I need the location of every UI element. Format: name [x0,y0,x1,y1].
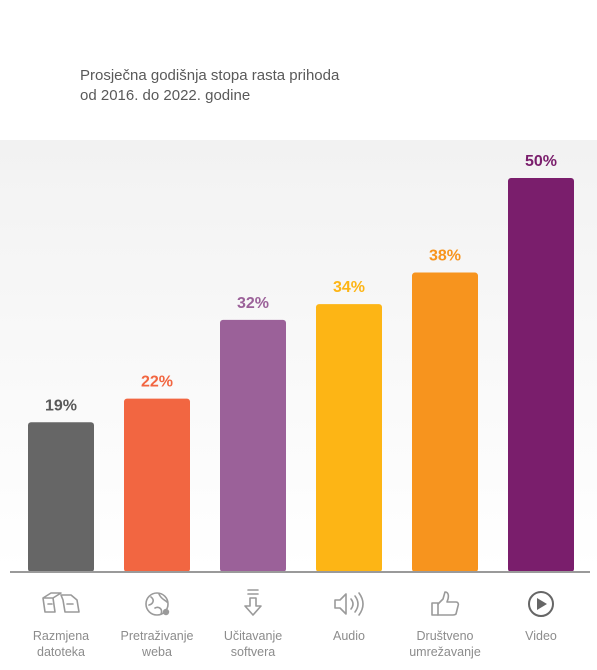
x-tick-label: softvera [231,645,276,659]
x-tick-label: Učitavanje [224,629,282,643]
bar-value-label: 50% [525,153,557,170]
x-tick-label: Pretraživanje [121,629,194,643]
chart-background [0,140,597,570]
bar [220,319,286,572]
file-exchange-icon [42,592,80,613]
download-arrow-icon [244,589,262,616]
bar [124,398,190,572]
x-tick-label: datoteka [37,645,85,659]
category-labels-layer: Razmjena datoteka Pretraživanje weba Učitava… [33,629,557,659]
bar [508,178,574,572]
chart-title-line-1: Prosječna godišnja stopa rasta prihoda [80,67,340,84]
play-circle-icon [528,591,554,617]
x-tick-label: Audio [333,629,365,643]
x-tick-label: Razmjena [33,629,89,643]
globe-icon [145,592,170,616]
x-tick-label: weba [141,645,172,659]
x-tick-label: Društveno [417,629,474,643]
bar [316,304,382,572]
icons-layer [42,589,554,617]
thumbs-up-icon [431,591,460,616]
chart-title-line-2: od 2016. do 2022. godine [80,87,251,104]
chart-title: Prosječna godišnja stopa rasta prihoda o… [80,66,500,106]
bar-value-label: 38% [429,248,461,265]
x-tick-label: umrežavanje [409,645,481,659]
bar-value-label: 32% [237,295,269,312]
bars-layer: 19% 22% 32% 34% 38% 50% [28,153,574,572]
bar [412,272,478,572]
speaker-icon [334,592,364,616]
bar-value-label: 34% [333,279,365,296]
x-tick-label: Video [525,629,557,643]
bar-value-label: 22% [141,374,173,391]
bar-value-label: 19% [45,397,77,414]
bar [28,422,94,572]
